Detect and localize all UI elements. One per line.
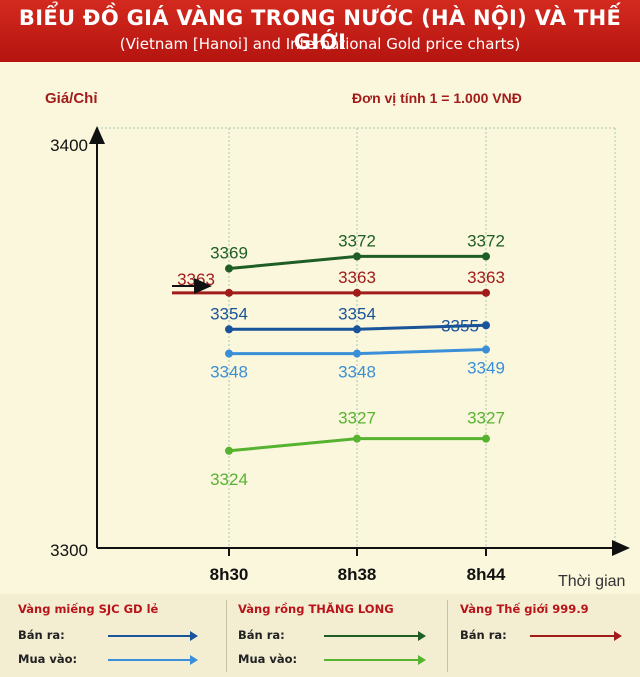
data-point bbox=[353, 434, 361, 443]
y-tick-label-max: 3400 bbox=[50, 136, 88, 155]
data-label: 3363 bbox=[338, 268, 376, 287]
data-point bbox=[482, 252, 490, 261]
legend-arrow-icon bbox=[108, 655, 198, 665]
legend-title-sjc: Vàng miếng SJC GD lẻ bbox=[18, 602, 159, 616]
y-tick-label-min: 3300 bbox=[50, 541, 88, 560]
data-label: 3363 bbox=[467, 268, 505, 287]
legend-label: Mua vào: bbox=[238, 652, 298, 666]
legend: Vàng miếng SJC GD lẻ Bán ra: Mua vào: Và… bbox=[0, 594, 640, 677]
legend-row-thang-long-mua-vao: Mua vào: bbox=[238, 652, 297, 666]
data-point bbox=[482, 321, 490, 330]
legend-title-world: Vàng Thế giới 999.9 bbox=[460, 602, 589, 616]
legend-arrow-icon bbox=[324, 631, 426, 641]
unit-note: Đơn vị tính 1 = 1.000 VNĐ bbox=[352, 90, 522, 106]
legend-divider bbox=[447, 600, 448, 672]
x-tick-label: 8h38 bbox=[338, 565, 377, 584]
data-label: 3355 bbox=[441, 316, 479, 335]
legend-arrow-icon bbox=[530, 631, 622, 641]
data-label: 3372 bbox=[467, 231, 505, 250]
data-point bbox=[225, 264, 233, 273]
data-label: 3369 bbox=[210, 244, 248, 263]
axes bbox=[89, 126, 630, 556]
legend-divider bbox=[226, 600, 227, 672]
x-axis-label: Thời gian bbox=[558, 573, 625, 590]
legend-title-thang-long: Vàng rồng THĂNG LONG bbox=[238, 602, 394, 616]
data-point bbox=[482, 434, 490, 443]
legend-group-thang-long: Vàng rồng THĂNG LONG Bán ra: Mua vào: bbox=[238, 602, 438, 666]
data-point bbox=[225, 446, 233, 455]
legend-row-thang-long-ban-ra: Bán ra: bbox=[238, 628, 285, 642]
legend-group-world: Vàng Thế giới 999.9 Bán ra: bbox=[460, 602, 630, 642]
chart-header: BIỂU ĐỒ GIÁ VÀNG TRONG NƯỚC (HÀ NỘI) VÀ … bbox=[0, 0, 640, 62]
x-tick-label: 8h44 bbox=[467, 565, 506, 584]
data-point bbox=[353, 349, 361, 358]
y-axis-label: Giá/Chỉ bbox=[45, 90, 98, 107]
legend-label: Bán ra: bbox=[18, 628, 65, 642]
data-point bbox=[225, 288, 233, 297]
data-label: 3349 bbox=[467, 359, 505, 378]
line-chart: Giá/Chỉ Đơn vị tính 1 = 1.000 VNĐ 3400 3… bbox=[45, 90, 630, 590]
x-ticks: 8h30 8h38 8h44 bbox=[210, 548, 506, 584]
legend-label: Bán ra: bbox=[460, 628, 507, 642]
chart-subtitle: (Vietnam [Hanoi] and International Gold … bbox=[119, 35, 521, 53]
data-label: 3348 bbox=[210, 363, 248, 382]
data-label: 3327 bbox=[338, 409, 376, 428]
x-tick-label: 8h30 bbox=[210, 565, 249, 584]
data-point bbox=[482, 288, 490, 297]
data-point bbox=[353, 325, 361, 334]
data-label: 3354 bbox=[210, 304, 248, 323]
data-label: 3327 bbox=[467, 409, 505, 428]
legend-label: Bán ra: bbox=[238, 628, 285, 642]
legend-arrow-icon bbox=[108, 631, 198, 641]
data-label: 3348 bbox=[338, 363, 376, 382]
data-label: 3324 bbox=[210, 470, 248, 489]
data-point bbox=[482, 345, 490, 354]
chart-title: BIỂU ĐỒ GIÁ VÀNG TRONG NƯỚC (HÀ NỘI) VÀ … bbox=[18, 6, 622, 54]
data-point bbox=[353, 252, 361, 261]
legend-group-sjc: Vàng miếng SJC GD lẻ Bán ra: Mua vào: bbox=[18, 602, 218, 666]
legend-label: Mua vào: bbox=[18, 652, 78, 666]
data-point bbox=[353, 288, 361, 297]
legend-row-sjc-mua-vao: Mua vào: bbox=[18, 652, 77, 666]
data-label: 3372 bbox=[338, 231, 376, 250]
data-point bbox=[225, 349, 233, 358]
data-label: 3354 bbox=[338, 304, 376, 323]
legend-row-world-ban-ra: Bán ra: bbox=[460, 628, 507, 642]
data-point bbox=[225, 325, 233, 334]
grid bbox=[96, 127, 616, 548]
legend-row-sjc-ban-ra: Bán ra: bbox=[18, 628, 65, 642]
legend-arrow-icon bbox=[324, 655, 426, 665]
